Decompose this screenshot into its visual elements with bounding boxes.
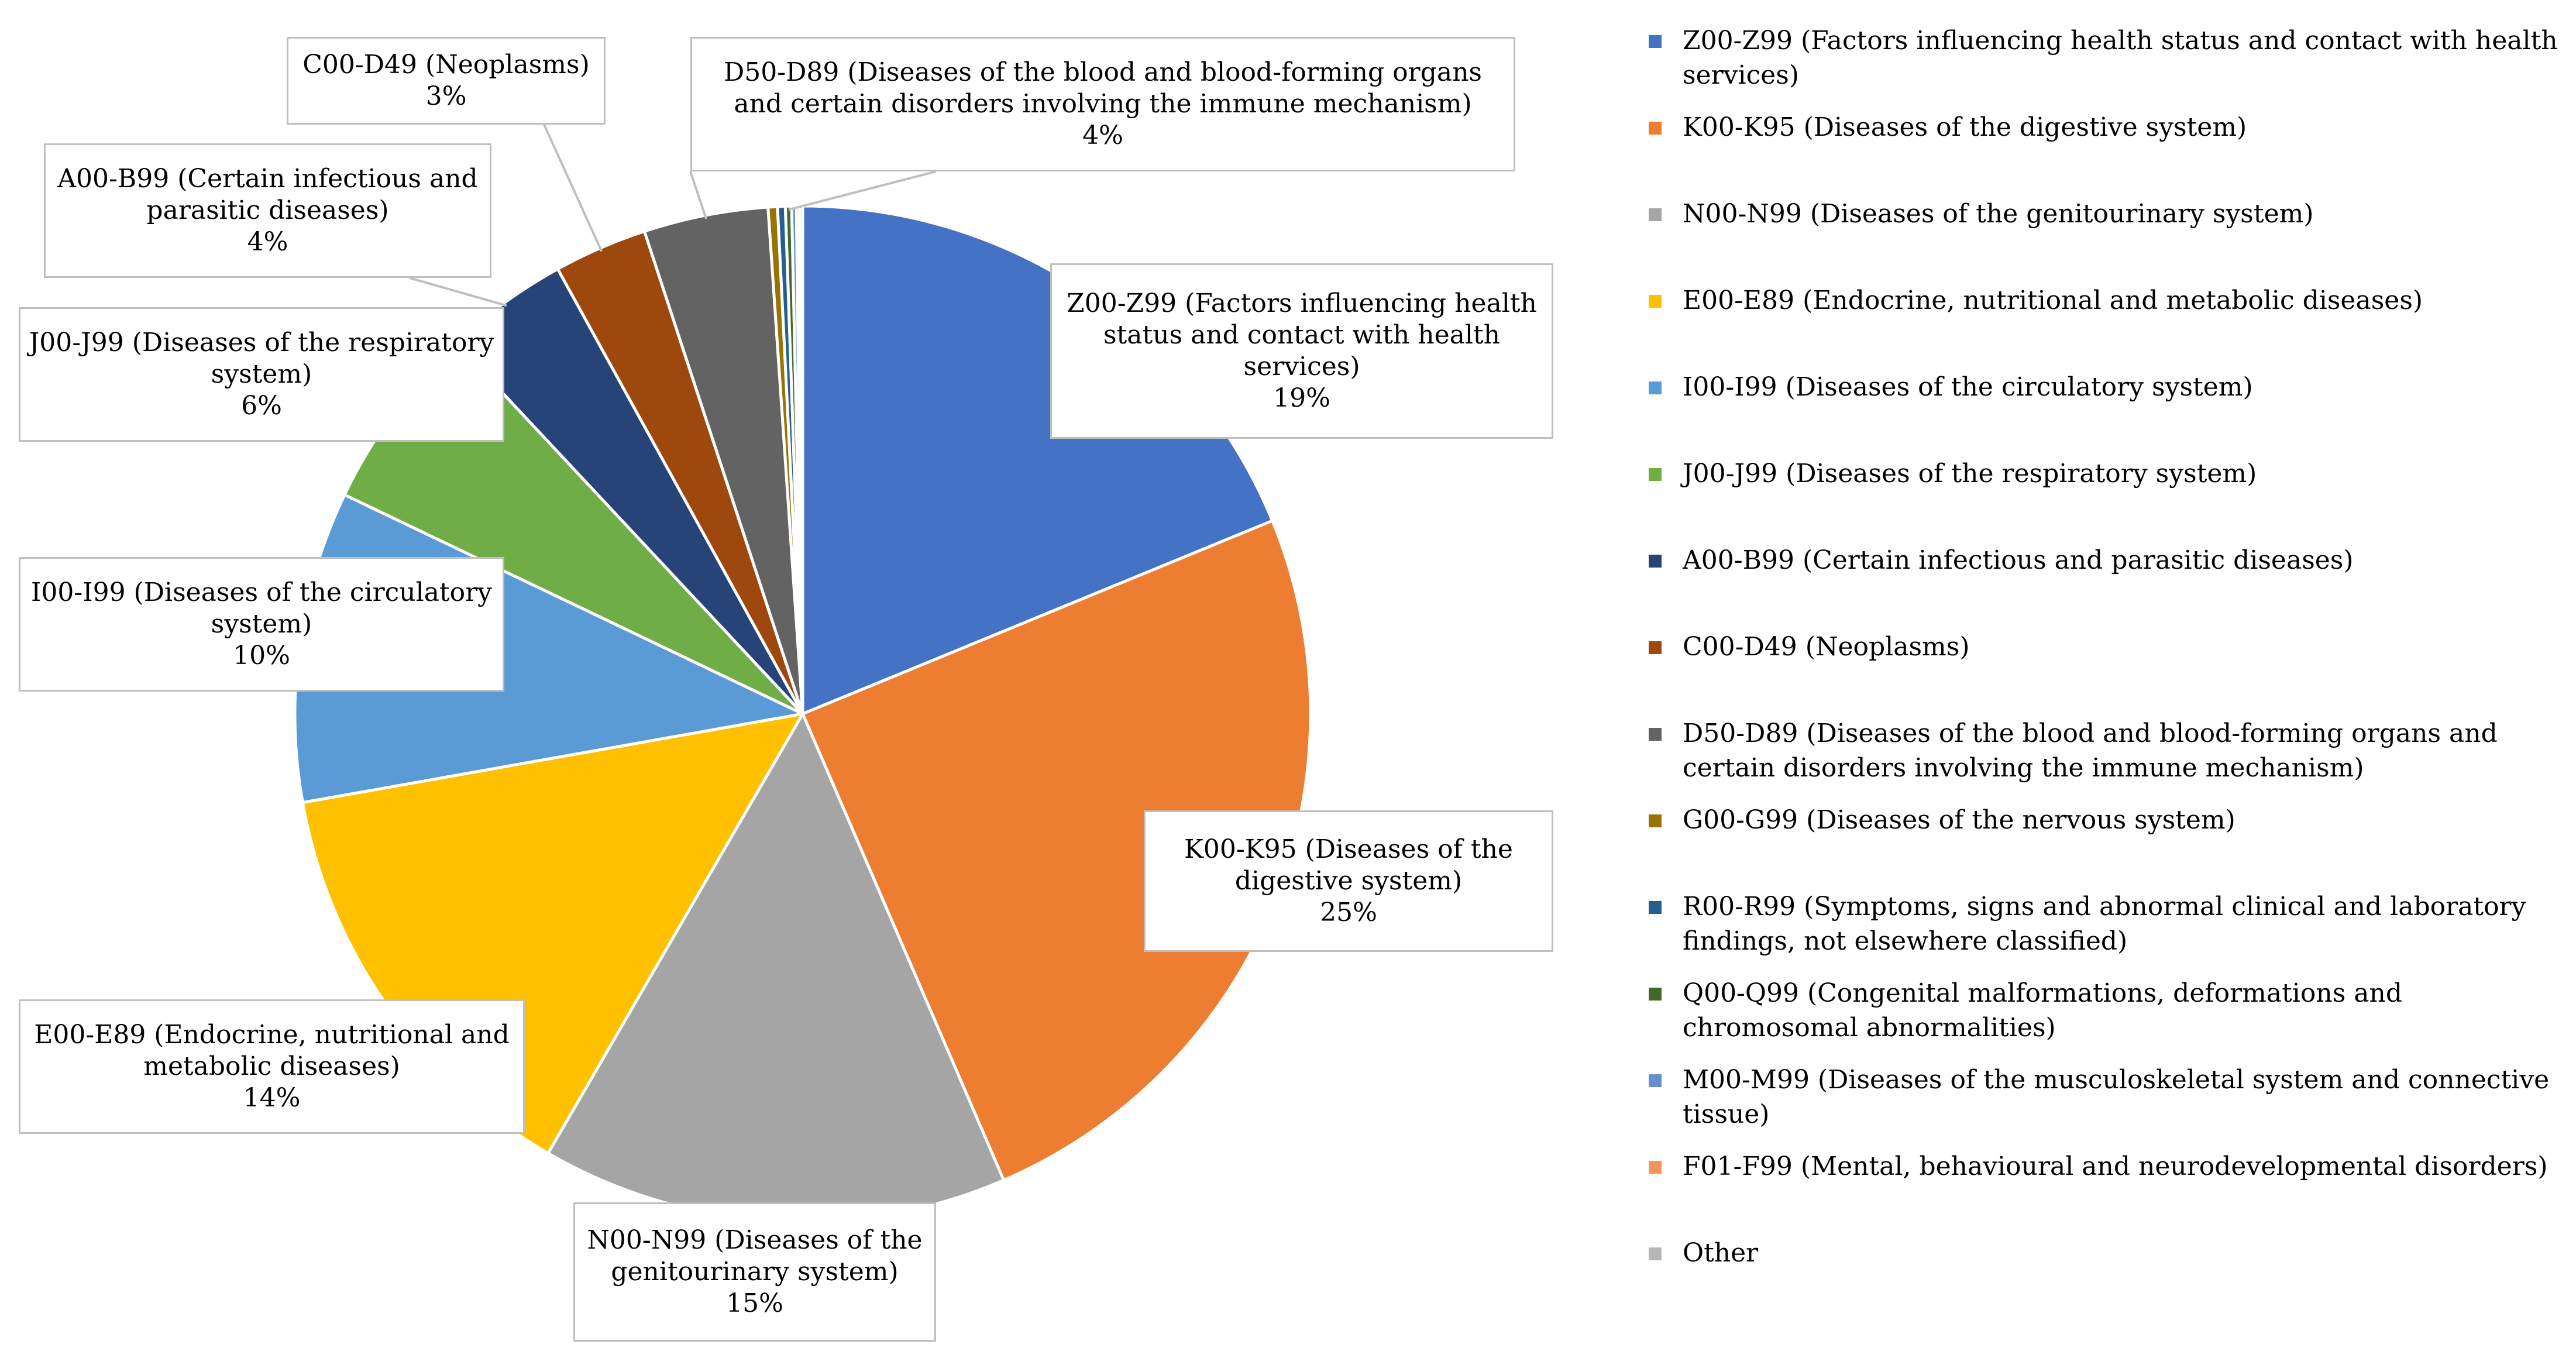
legend-swatch	[1649, 814, 1662, 827]
data-label-i00-i99: I00-I99 (Diseases of the circulatory sys…	[19, 557, 504, 692]
leader-line-a00-b99	[409, 277, 507, 307]
legend-label: J00-J99 (Diseases of the respiratory sys…	[1683, 459, 2257, 489]
legend-label: Z00-Z99 (Factors influencing health stat…	[1683, 26, 2558, 91]
legend-item-f01-f99: F01-F99 (Mental, behavioural and neurode…	[1649, 1149, 2573, 1184]
data-label-percent: 6%	[241, 391, 282, 421]
legend-swatch	[1649, 122, 1662, 135]
legend-item-n00-n99: N00-N99 (Diseases of the genitourinary s…	[1649, 197, 2573, 231]
data-label-j00-j99: J00-J99 (Diseases of the respiratory sys…	[19, 307, 504, 442]
legend-label: C00-D49 (Neoplasms)	[1683, 632, 1970, 662]
legend-label: M00-M99 (Diseases of the musculoskeletal…	[1683, 1065, 2550, 1130]
data-label-percent: 15%	[726, 1288, 783, 1319]
legend-swatch	[1649, 1074, 1662, 1087]
leader-line-d50-d89	[689, 171, 707, 219]
legend-label: G00-G99 (Diseases of the nervous system)	[1683, 805, 2235, 835]
data-label-text: A00-B99 (Certain infectious and parasiti…	[57, 163, 478, 225]
legend-item-other: Other	[1649, 1236, 2573, 1270]
legend-item-j00-j99: J00-J99 (Diseases of the respiratory sys…	[1649, 456, 2573, 491]
data-label-percent: 10%	[233, 641, 290, 671]
data-label-e00-e89: E00-E89 (Endocrine, nutritional and meta…	[19, 999, 525, 1134]
legend-item-m00-m99: M00-M99 (Diseases of the musculoskeletal…	[1649, 1063, 2573, 1132]
legend-swatch	[1649, 1161, 1662, 1174]
legend-label: N00-N99 (Diseases of the genitourinary s…	[1683, 199, 2314, 229]
data-label-text: J00-J99 (Diseases of the respiratory sys…	[29, 327, 494, 389]
legend-swatch	[1649, 555, 1662, 568]
legend-swatch	[1649, 901, 1662, 914]
legend-item-k00-k95: K00-K95 (Diseases of the digestive syste…	[1649, 110, 2573, 145]
legend-label: I00-I99 (Diseases of the circulatory sys…	[1683, 372, 2253, 402]
legend-item-z00-z99: Z00-Z99 (Factors influencing health stat…	[1649, 23, 2573, 93]
legend-label: A00-B99 (Certain infectious and parasiti…	[1683, 545, 2354, 575]
legend-label: Q00-Q99 (Congenital malformations, defor…	[1683, 978, 2403, 1043]
data-label-text: C00-D49 (Neoplasms)	[302, 49, 590, 80]
data-label-text: I00-I99 (Diseases of the circulatory sys…	[30, 577, 493, 639]
data-label-k00-k95: K00-K95 (Diseases of the digestive syste…	[1144, 810, 1553, 952]
legend-item-c00-d49: C00-D49 (Neoplasms)	[1649, 630, 2573, 664]
legend-swatch	[1649, 641, 1662, 654]
data-label-n00-n99: N00-N99 (Diseases of the genitourinary s…	[573, 1202, 936, 1342]
legend-item-q00-q99: Q00-Q99 (Congenital malformations, defor…	[1649, 976, 2573, 1046]
data-label-text: D50-D89 (Diseases of the blood and blood…	[723, 57, 1483, 119]
legend-swatch	[1649, 988, 1662, 1001]
legend-label: D50-D89 (Diseases of the blood and blood…	[1683, 719, 2498, 783]
data-label-percent: 4%	[1082, 121, 1123, 151]
legend-label: E00-E89 (Endocrine, nutritional and meta…	[1683, 286, 2423, 315]
legend-label: R00-R99 (Symptoms, signs and abnormal cl…	[1683, 892, 2526, 957]
leader-line-c00-d49	[543, 124, 603, 252]
data-label-text: E00-E89 (Endocrine, nutritional and meta…	[34, 1019, 510, 1081]
legend-item-g00-g99: G00-G99 (Diseases of the nervous system)	[1649, 803, 2573, 837]
legend-item-r00-r99: R00-R99 (Symptoms, signs and abnormal cl…	[1649, 889, 2573, 959]
legend-swatch	[1649, 728, 1662, 741]
legend-item-e00-e89: E00-E89 (Endocrine, nutritional and meta…	[1649, 283, 2573, 318]
data-label-c00-d49: C00-D49 (Neoplasms) 3%	[287, 37, 606, 125]
data-label-text: N00-N99 (Diseases of the genitourinary s…	[587, 1225, 923, 1287]
legend-label: K00-K95 (Diseases of the digestive syste…	[1683, 112, 2247, 142]
legend-label: F01-F99 (Mental, behavioural and neurode…	[1683, 1151, 2548, 1181]
legend-swatch	[1649, 208, 1662, 221]
data-label-percent: 25%	[1320, 898, 1377, 928]
legend-label: Other	[1683, 1238, 1759, 1268]
legend-swatch	[1649, 468, 1662, 481]
data-label-percent: 4%	[247, 227, 288, 257]
legend-item-i00-i99: I00-I99 (Diseases of the circulatory sys…	[1649, 370, 2573, 404]
data-label-text: Z00-Z99 (Factors influencing health stat…	[1067, 288, 1537, 381]
data-label-percent: 19%	[1273, 383, 1330, 414]
leader-line-small-slices	[788, 170, 937, 211]
legend-swatch	[1649, 35, 1662, 48]
data-label-percent: 3%	[425, 81, 467, 111]
legend-swatch	[1649, 295, 1662, 308]
legend-swatch	[1649, 1247, 1662, 1260]
data-label-d50-d89: D50-D89 (Diseases of the blood and blood…	[690, 37, 1515, 171]
data-label-a00-b99: A00-B99 (Certain infectious and parasiti…	[44, 143, 491, 278]
data-label-z00-z99: Z00-Z99 (Factors influencing health stat…	[1050, 263, 1553, 439]
legend-item-a00-b99: A00-B99 (Certain infectious and parasiti…	[1649, 543, 2573, 577]
data-label-text: K00-K95 (Diseases of the digestive syste…	[1184, 834, 1513, 896]
legend-item-d50-d89: D50-D89 (Diseases of the blood and blood…	[1649, 716, 2573, 786]
legend-swatch	[1649, 381, 1662, 394]
data-label-percent: 14%	[243, 1083, 301, 1113]
